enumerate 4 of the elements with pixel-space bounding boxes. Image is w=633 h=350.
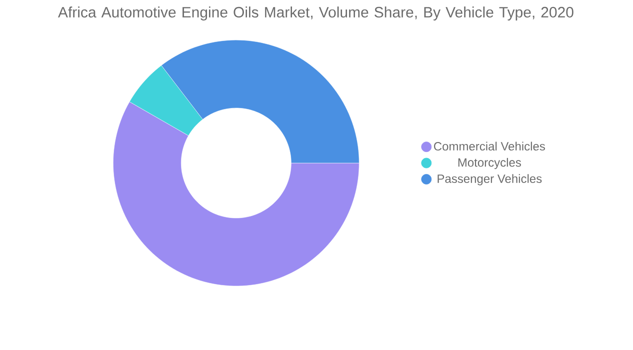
chart-title: Africa Automotive Engine Oils Market, Volume Share, By Vehicle Type, 2020 [58, 6, 574, 20]
legend-label: Motorcycles [458, 158, 521, 170]
legend-label: Passenger Vehicles [438, 174, 542, 186]
legend-label: Commercial Vehicles [434, 142, 545, 151]
